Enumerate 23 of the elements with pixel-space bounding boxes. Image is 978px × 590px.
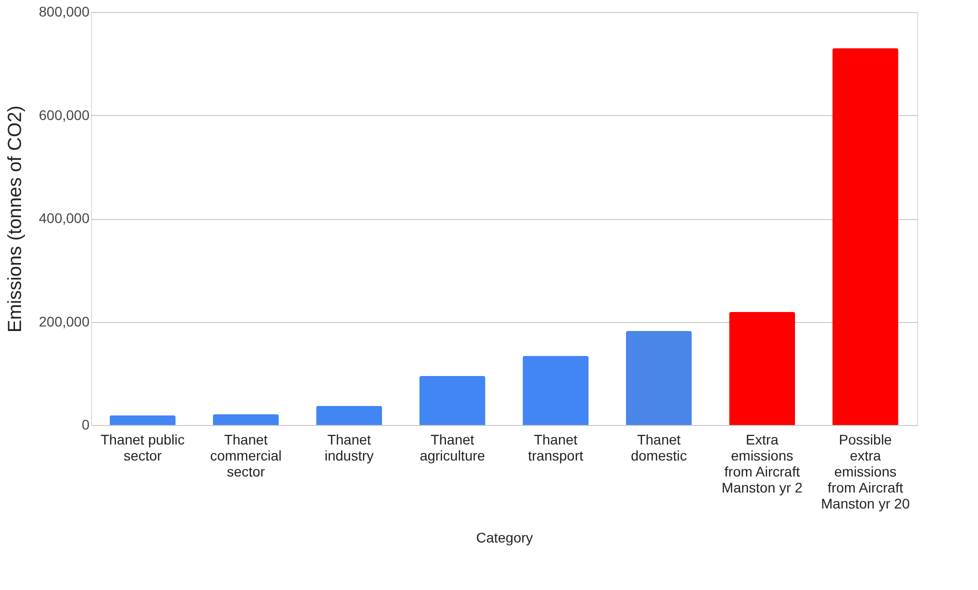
bar	[212, 414, 279, 425]
y-tick-label: 0	[82, 416, 90, 432]
x-tick-label: Extra emissions from Aircraft Manston yr 2	[722, 432, 803, 496]
x-tick-label: Thanet transport	[528, 432, 584, 464]
x-tick-label: Thanet commercial sector	[210, 432, 282, 480]
x-tick-label: Thanet industry	[324, 432, 374, 464]
y-tick-label: 600,000	[38, 106, 90, 123]
y-axis-title: Emissions (tonnes of CO2)	[4, 105, 26, 333]
bar	[832, 48, 898, 425]
x-tick-label: Thanet domestic	[630, 432, 687, 464]
bar	[419, 376, 486, 425]
y-tick-label: 800,000	[38, 4, 90, 20]
bar	[110, 415, 176, 425]
x-tick-label: Possible extra emissions from Aircraft Manston yr 20	[821, 432, 910, 512]
bar	[316, 406, 382, 425]
x-tick-label: Thanet agriculture	[420, 432, 486, 464]
y-tick-label: 200,000	[38, 313, 90, 330]
y-tick-label: 400,000	[38, 210, 90, 226]
x-axis-title: Category	[476, 530, 533, 546]
x-tick-label: Thanet public sector	[100, 432, 185, 464]
bar	[626, 331, 692, 425]
bar	[522, 356, 589, 425]
bar	[729, 312, 796, 425]
